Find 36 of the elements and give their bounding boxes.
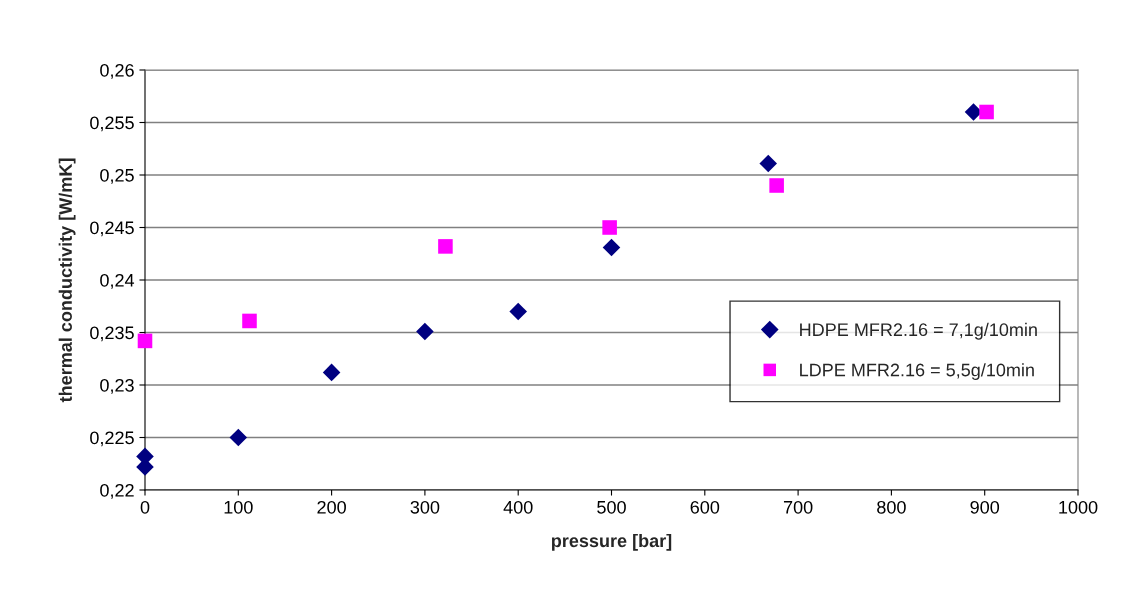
legend-label: LDPE MFR2.16 = 5,5g/10min	[800, 363, 1034, 380]
y-tick-label: 0,255	[90, 116, 134, 132]
point	[438, 239, 453, 254]
x-tick-label: 900	[970, 500, 1000, 514]
x-tick-label: 700	[783, 500, 813, 514]
x-tick-label: 200	[317, 500, 346, 514]
point	[602, 238, 621, 257]
point	[979, 104, 994, 120]
x-tick-label: 1000	[1059, 500, 1098, 514]
point	[322, 363, 341, 382]
x-axis-title: pressure [bar]	[551, 533, 672, 551]
y-tick-label: 0,235	[90, 326, 134, 342]
x-tick-label: 400	[503, 500, 533, 514]
y-axis-title: thermal conductivity [W/mK]	[58, 158, 76, 403]
point	[416, 322, 434, 341]
point	[229, 428, 248, 447]
x-tick-label: 600	[690, 500, 720, 514]
point	[759, 154, 778, 173]
y-tick-label: 0,245	[90, 221, 134, 237]
x-tick-label: 500	[597, 500, 626, 514]
y-tick-label: 0,225	[90, 431, 134, 447]
x-tick-label: 100	[224, 500, 253, 514]
y-tick-label: 0,25	[100, 168, 134, 184]
y-tick-label: 0,26	[100, 63, 134, 79]
y-tick-label: 0,23	[100, 378, 134, 394]
point	[242, 313, 257, 329]
point	[137, 333, 153, 349]
x-tick-label: 300	[410, 500, 440, 514]
y-tick-label: 0,22	[100, 483, 134, 499]
legend-label: HDPE MFR2.16 = 7,1g/10min	[800, 322, 1037, 340]
point	[769, 178, 784, 193]
y-tick-label: 0,24	[100, 273, 135, 289]
x-tick-label: 0	[140, 500, 150, 514]
x-tick-label: 800	[877, 500, 906, 514]
point	[602, 220, 617, 235]
point	[509, 302, 527, 321]
